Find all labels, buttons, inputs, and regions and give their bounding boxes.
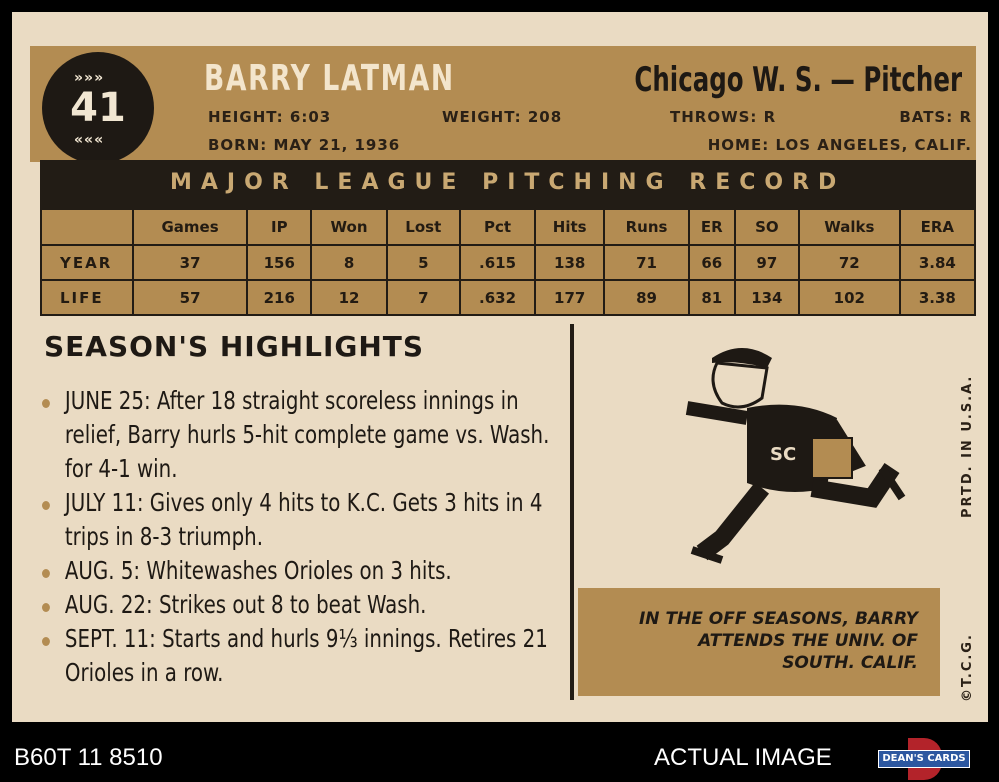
- bats: BATS: R: [899, 108, 972, 126]
- pitching-record-table: Games IP Won Lost Pct Hits Runs ER SO Walks ERA YE…: [40, 208, 977, 316]
- baseball-card-back: »»» 41 ««« BARRY LATMAN Chicago W. S. — …: [12, 12, 988, 722]
- divider: [570, 324, 574, 700]
- actual-image-label: ACTUAL IMAGE: [654, 744, 832, 771]
- header-band: [30, 46, 976, 162]
- player-name: BARRY LATMAN: [204, 58, 455, 99]
- table-header: Games IP Won Lost Pct Hits Runs ER SO Walks ERA: [40, 208, 977, 246]
- sku-label: B60T 11 8510: [14, 744, 163, 771]
- list-item: JUNE 25: After 18 straight scoreless inn…: [42, 384, 570, 486]
- team-position: Chicago W. S. — Pitcher: [634, 60, 962, 100]
- printed-in-usa: PRTD. IN U.S.A.: [960, 374, 975, 518]
- cartoon-runner-illustration: SC: [685, 348, 906, 564]
- cartoon-caption-box: IN THE OFF SEASONS, BARRY ATTENDS THE UN…: [578, 588, 940, 696]
- list-item: JULY 11: Gives only 4 hits to K.C. Gets …: [42, 486, 570, 554]
- cartoon-caption: IN THE OFF SEASONS, BARRY ATTENDS THE UN…: [638, 609, 918, 673]
- home: HOME: LOS ANGELES, CALIF.: [707, 136, 972, 154]
- svg-text:SC: SC: [770, 444, 796, 465]
- deans-cards-logo: DEAN'S CARDS: [878, 738, 970, 780]
- highlights-title: SEASON'S HIGHLIGHTS: [44, 330, 425, 363]
- card-number: 41: [70, 85, 126, 131]
- copyright: ©T.C.G.: [960, 633, 975, 702]
- height: HEIGHT: 6:03: [208, 108, 332, 126]
- stitch-icon: «««: [74, 132, 105, 148]
- table-row: YEAR 37 156 8 5.615 138 71 66 97 72 3.84: [40, 244, 977, 281]
- list-item: AUG. 5: Whitewashes Orioles on 3 hits.: [42, 554, 570, 588]
- table-row: LIFE 57 216 12 7.632 177 89 81 134 102 3.38: [40, 279, 977, 316]
- highlights-list: JUNE 25: After 18 straight scoreless inn…: [42, 384, 572, 690]
- list-item: AUG. 22: Strikes out 8 to beat Wash.: [42, 588, 570, 622]
- list-item: SEPT. 11: Starts and hurls 9⅓ innings. R…: [42, 622, 570, 690]
- stitch-icon: »»»: [74, 70, 105, 86]
- weight: WEIGHT: 208: [442, 108, 563, 126]
- record-title: MAJOR LEAGUE PITCHING RECORD: [40, 160, 976, 210]
- throws: THROWS: R: [670, 108, 777, 126]
- card-number-badge: »»» 41 «««: [42, 52, 154, 164]
- born: BORN: MAY 21, 1936: [208, 136, 401, 154]
